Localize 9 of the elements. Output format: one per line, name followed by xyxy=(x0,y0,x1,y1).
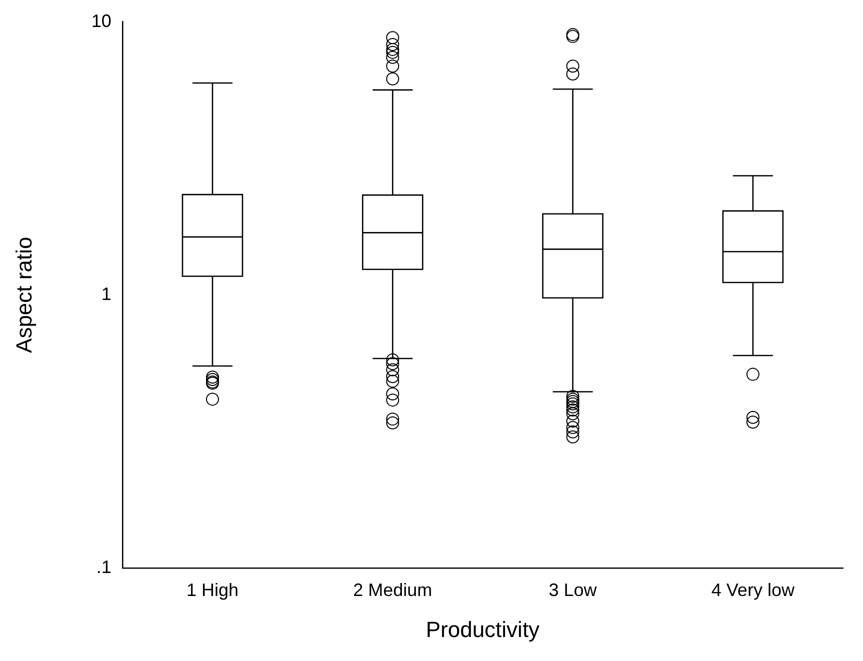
x-axis-title: Productivity xyxy=(426,616,540,642)
x-tick-label: 2 Medium xyxy=(353,580,432,600)
x-tick-label: 3 Low xyxy=(548,580,598,600)
y-tick-label: 10 xyxy=(91,10,112,31)
y-tick-label: .1 xyxy=(96,556,112,577)
x-tick-label: 1 High xyxy=(186,580,239,600)
x-tick-label: 4 Very low xyxy=(711,580,796,600)
y-axis-title: Aspect ratio xyxy=(11,236,36,353)
y-tick-label: 1 xyxy=(101,284,112,304)
